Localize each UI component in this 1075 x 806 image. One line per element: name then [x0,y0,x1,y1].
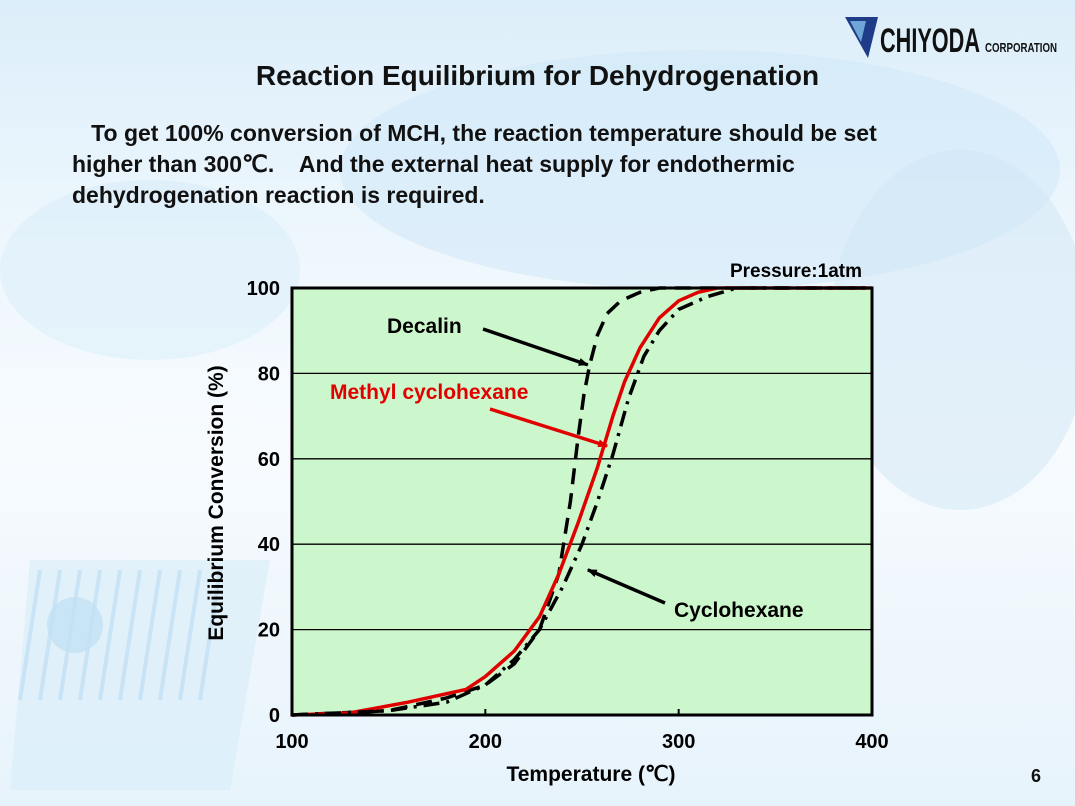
body-line: To get 100% conversion of MCH, the react… [72,120,877,146]
x-tick-label: 200 [469,731,502,753]
tick-layer: 0 20 40 60 80 100 100 200 300 400 [247,278,889,753]
pressure-note: Pressure:1atm [730,261,862,282]
x-tick-label: 400 [855,731,888,753]
annotation-layer: Decalin Methyl cyclohexane Cyclohexane [330,315,804,622]
annotation-arrow [489,407,609,448]
annotation-arrow [482,327,589,367]
slide-title: Reaction Equilibrium for Dehydrogenation [255,60,820,91]
grid-lines [292,372,872,631]
annotation-label: Cyclohexane [674,599,804,622]
x-tick-label: 300 [662,731,695,753]
series-line-cyclohexane [291,286,872,717]
y-axis-label: Equilibrium Conversion (%) [205,365,228,640]
annotation-arrow [586,568,666,605]
logo-subtext: CORPORATION [985,40,1057,55]
x-tick-label: 100 [275,731,308,753]
series-line-methyl-cyclohexane [291,286,872,717]
y-tick-label: 80 [258,363,280,385]
y-tick-label: 40 [258,534,280,556]
series-layer [291,286,872,717]
body-line: dehydrogenation reaction is required. [72,182,485,208]
y-tick-label: 100 [247,278,280,300]
y-tick-label: 60 [258,449,280,471]
annotation-label: Methyl cyclohexane [330,381,528,404]
chiyoda-logo: CHIYODA CORPORATION [845,17,1057,60]
body-text: To get 100% conversion of MCH, the react… [72,118,1032,211]
x-axis-label: Temperature (℃) [506,763,675,786]
y-tick-label: 0 [269,705,280,727]
logo-text: CHIYODA [880,22,980,60]
annotation-label: Decalin [387,315,462,338]
y-tick-label: 20 [258,620,280,642]
plot-area [292,288,872,715]
page-number: 6 [1030,766,1041,786]
plot-border [290,286,874,717]
body-line: higher than 300℃. And the external heat … [72,151,795,177]
